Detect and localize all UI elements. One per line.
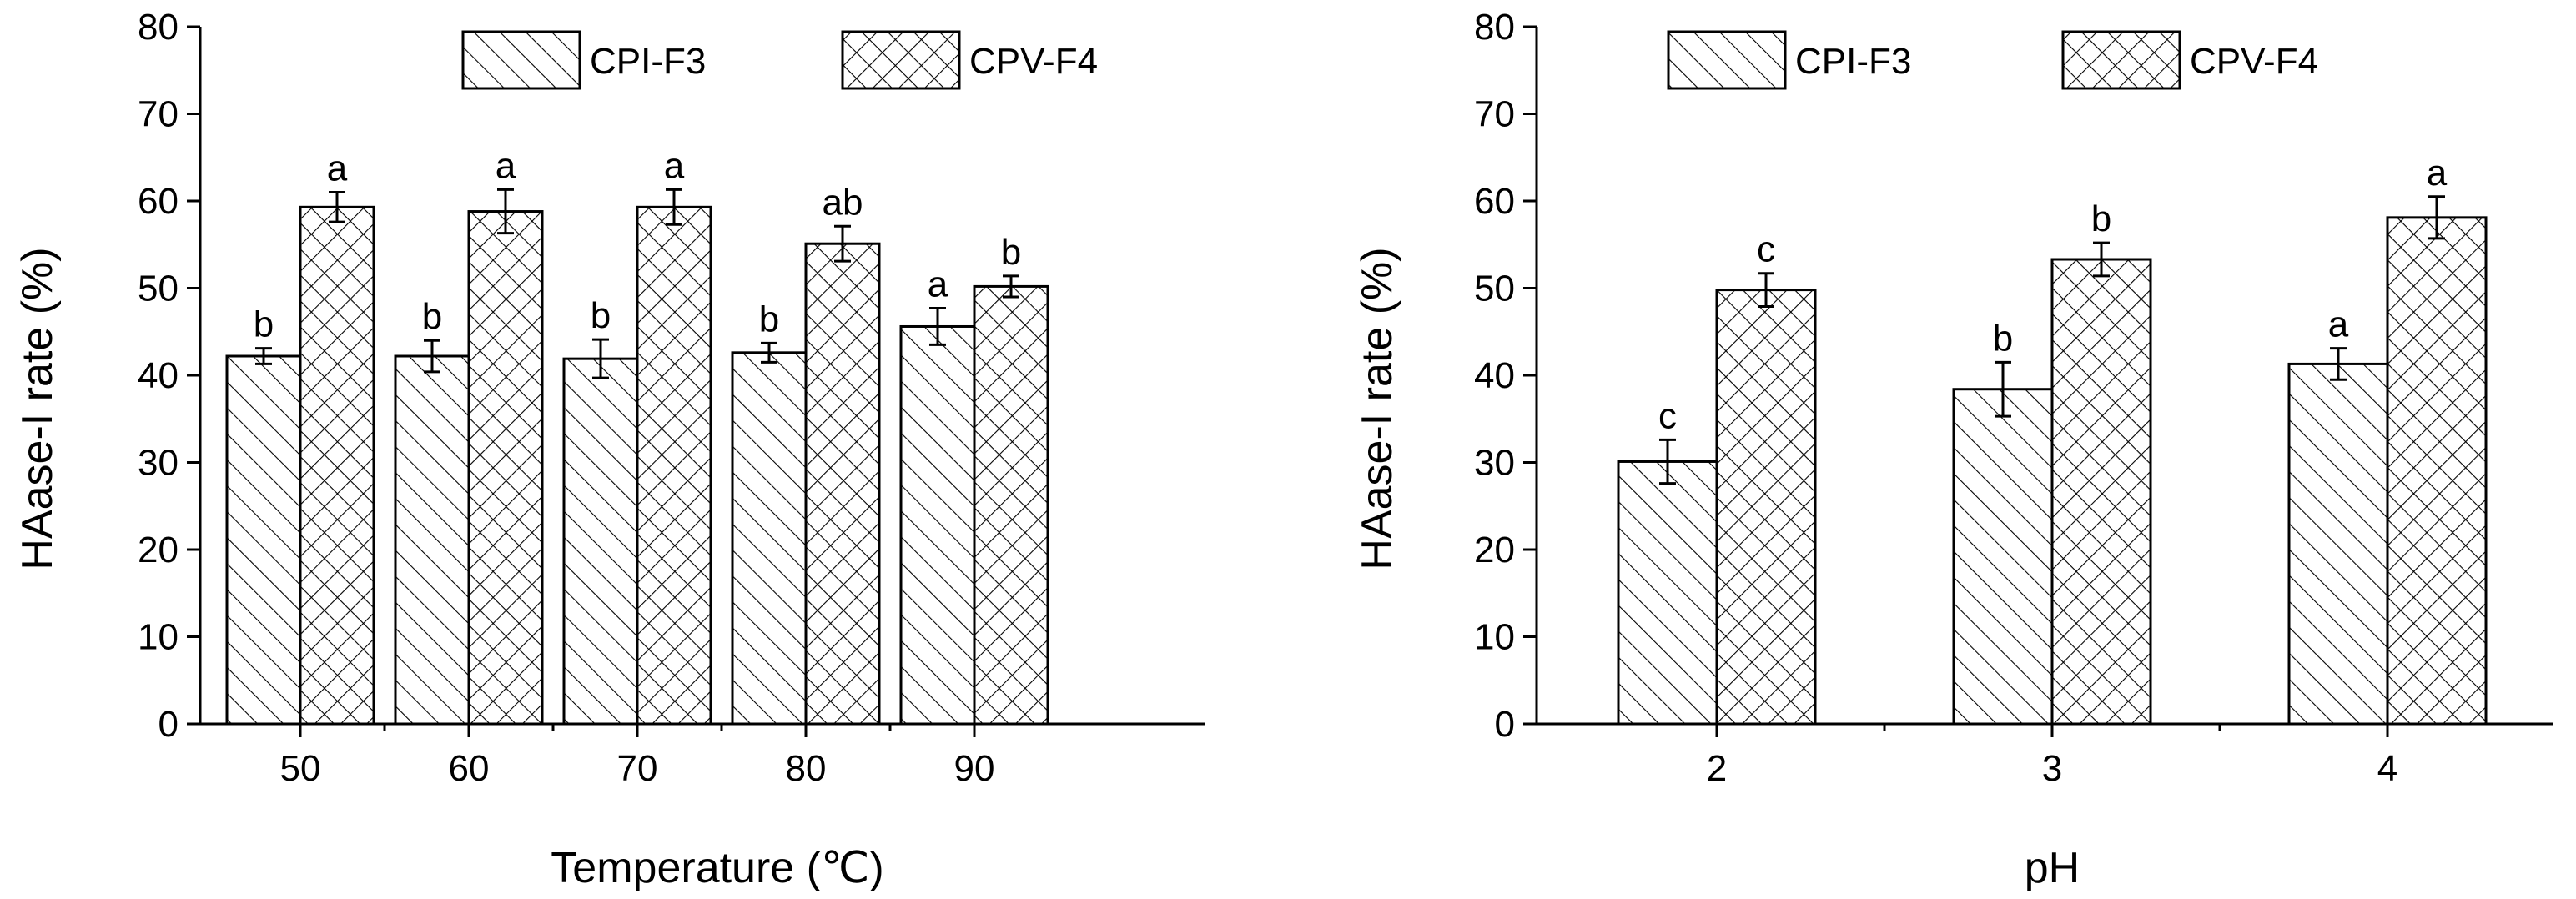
temperature-x-tick-label: 70	[617, 748, 658, 789]
ph-y-tick-label: 30	[1474, 443, 1515, 484]
ph-significance-label: b	[2091, 198, 2111, 239]
temperature-significance-label: b	[1001, 232, 1021, 273]
ph-bar-cpi-f3-2	[1617, 460, 1718, 726]
temperature-x-tick-label: 60	[449, 748, 490, 789]
temperature-bar-cpv-f4-90	[973, 284, 1049, 726]
ph-y-tick-label: 0	[1495, 704, 1515, 745]
legend-label-cpv-f4: CPV-F4	[969, 41, 1098, 82]
ph-y-tick-label: 10	[1474, 617, 1515, 658]
temperature-bar-cpi-f3-50	[225, 354, 302, 726]
temperature-bar-cpi-f3-70	[562, 357, 639, 726]
temperature-bar-cpv-f4-50	[299, 205, 375, 726]
ph-chart: c c b b a a 0 10 20 30 40 50 60 70 80 2 3 4 CPI-F3 CPV-F4…	[1353, 7, 2553, 892]
ph-bar-cpi-f3-3	[1952, 388, 2054, 726]
temperature-significance-label: b	[759, 299, 779, 339]
temperature-significance-label: a	[664, 145, 685, 186]
legend-label-cpi-f3: CPI-F3	[1795, 41, 1911, 82]
ph-legend: CPI-F3 CPV-F4	[1667, 30, 2318, 90]
ph-bar-cpv-f4-3	[2050, 258, 2152, 726]
ph-significance-label: c	[1658, 395, 1677, 436]
legend-swatch-cpi-f3	[1667, 30, 1787, 90]
temperature-bar-cpv-f4-70	[636, 205, 712, 726]
legend-label-cpi-f3: CPI-F3	[590, 41, 706, 82]
temperature-significance-label: a	[327, 148, 348, 189]
temperature-bar-cpi-f3-60	[394, 354, 470, 726]
ph-x-tick-label: 4	[2377, 748, 2397, 789]
temperature-significance-label: b	[591, 295, 611, 336]
ph-bar-cpv-f4-4	[2386, 216, 2488, 726]
ph-bar-cpi-f3-4	[2287, 362, 2389, 726]
ph-plot-area: c c b b a a 0 10 20 30 40 50 60 70 80 2 3 4	[1474, 7, 2553, 789]
temperature-x-tick-label: 80	[786, 748, 827, 789]
ph-y-tick-label: 40	[1474, 355, 1515, 396]
temperature-y-tick-label: 70	[138, 94, 179, 135]
ph-x-tick-label: 2	[1707, 748, 1727, 789]
temperature-y-tick-label: 0	[158, 704, 179, 745]
temperature-bar-cpi-f3-80	[731, 351, 808, 726]
ph-significance-label: a	[2328, 304, 2349, 345]
temperature-significance-label: ab	[823, 182, 863, 223]
temperature-y-tick-label: 40	[138, 355, 179, 396]
ph-y-tick-label: 60	[1474, 181, 1515, 222]
ph-bar-cpv-f4-2	[1715, 289, 1817, 726]
ph-y-tick-label: 50	[1474, 269, 1515, 309]
ph-x-axis-label: pH	[2025, 844, 2080, 892]
temperature-x-tick-label: 50	[280, 748, 321, 789]
temperature-y-tick-label: 60	[138, 181, 179, 222]
ph-x-tick-label: 3	[2042, 748, 2062, 789]
temperature-significance-label: a	[928, 264, 948, 305]
temperature-bar-cpi-f3-90	[899, 324, 976, 726]
ph-y-tick-label: 20	[1474, 530, 1515, 570]
temperature-y-tick-label: 10	[138, 617, 179, 658]
temperature-x-tick-label: 90	[954, 748, 995, 789]
temperature-y-axis-label: HAase-I rate (%)	[13, 247, 62, 570]
legend-label-cpv-f4: CPV-F4	[2190, 41, 2318, 82]
ph-significance-label: c	[1757, 229, 1775, 270]
temperature-y-tick-label: 50	[138, 269, 179, 309]
temperature-significance-label: b	[254, 304, 274, 345]
temperature-significance-label: a	[496, 145, 516, 186]
ph-significance-label: a	[2427, 153, 2448, 193]
temperature-significance-label: b	[422, 296, 442, 337]
temperature-y-tick-label: 30	[138, 443, 179, 484]
temperature-y-tick-label: 80	[138, 7, 179, 48]
temperature-bar-cpv-f4-60	[467, 210, 544, 726]
ph-y-tick-label: 80	[1474, 7, 1515, 48]
temperature-x-axis-label: Temperature (℃)	[551, 844, 883, 892]
ph-y-axis-label: HAase-I rate (%)	[1353, 247, 1401, 570]
legend-swatch-cpi-f3	[461, 30, 581, 90]
temperature-bar-cpv-f4-80	[804, 242, 881, 726]
ph-y-tick-label: 70	[1474, 94, 1515, 135]
temperature-legend: CPI-F3 CPV-F4	[461, 30, 1098, 90]
legend-swatch-cpv-f4	[2061, 30, 2181, 90]
ph-significance-label: b	[1993, 318, 2013, 359]
temperature-y-tick-label: 20	[138, 530, 179, 570]
legend-swatch-cpv-f4	[841, 30, 961, 90]
